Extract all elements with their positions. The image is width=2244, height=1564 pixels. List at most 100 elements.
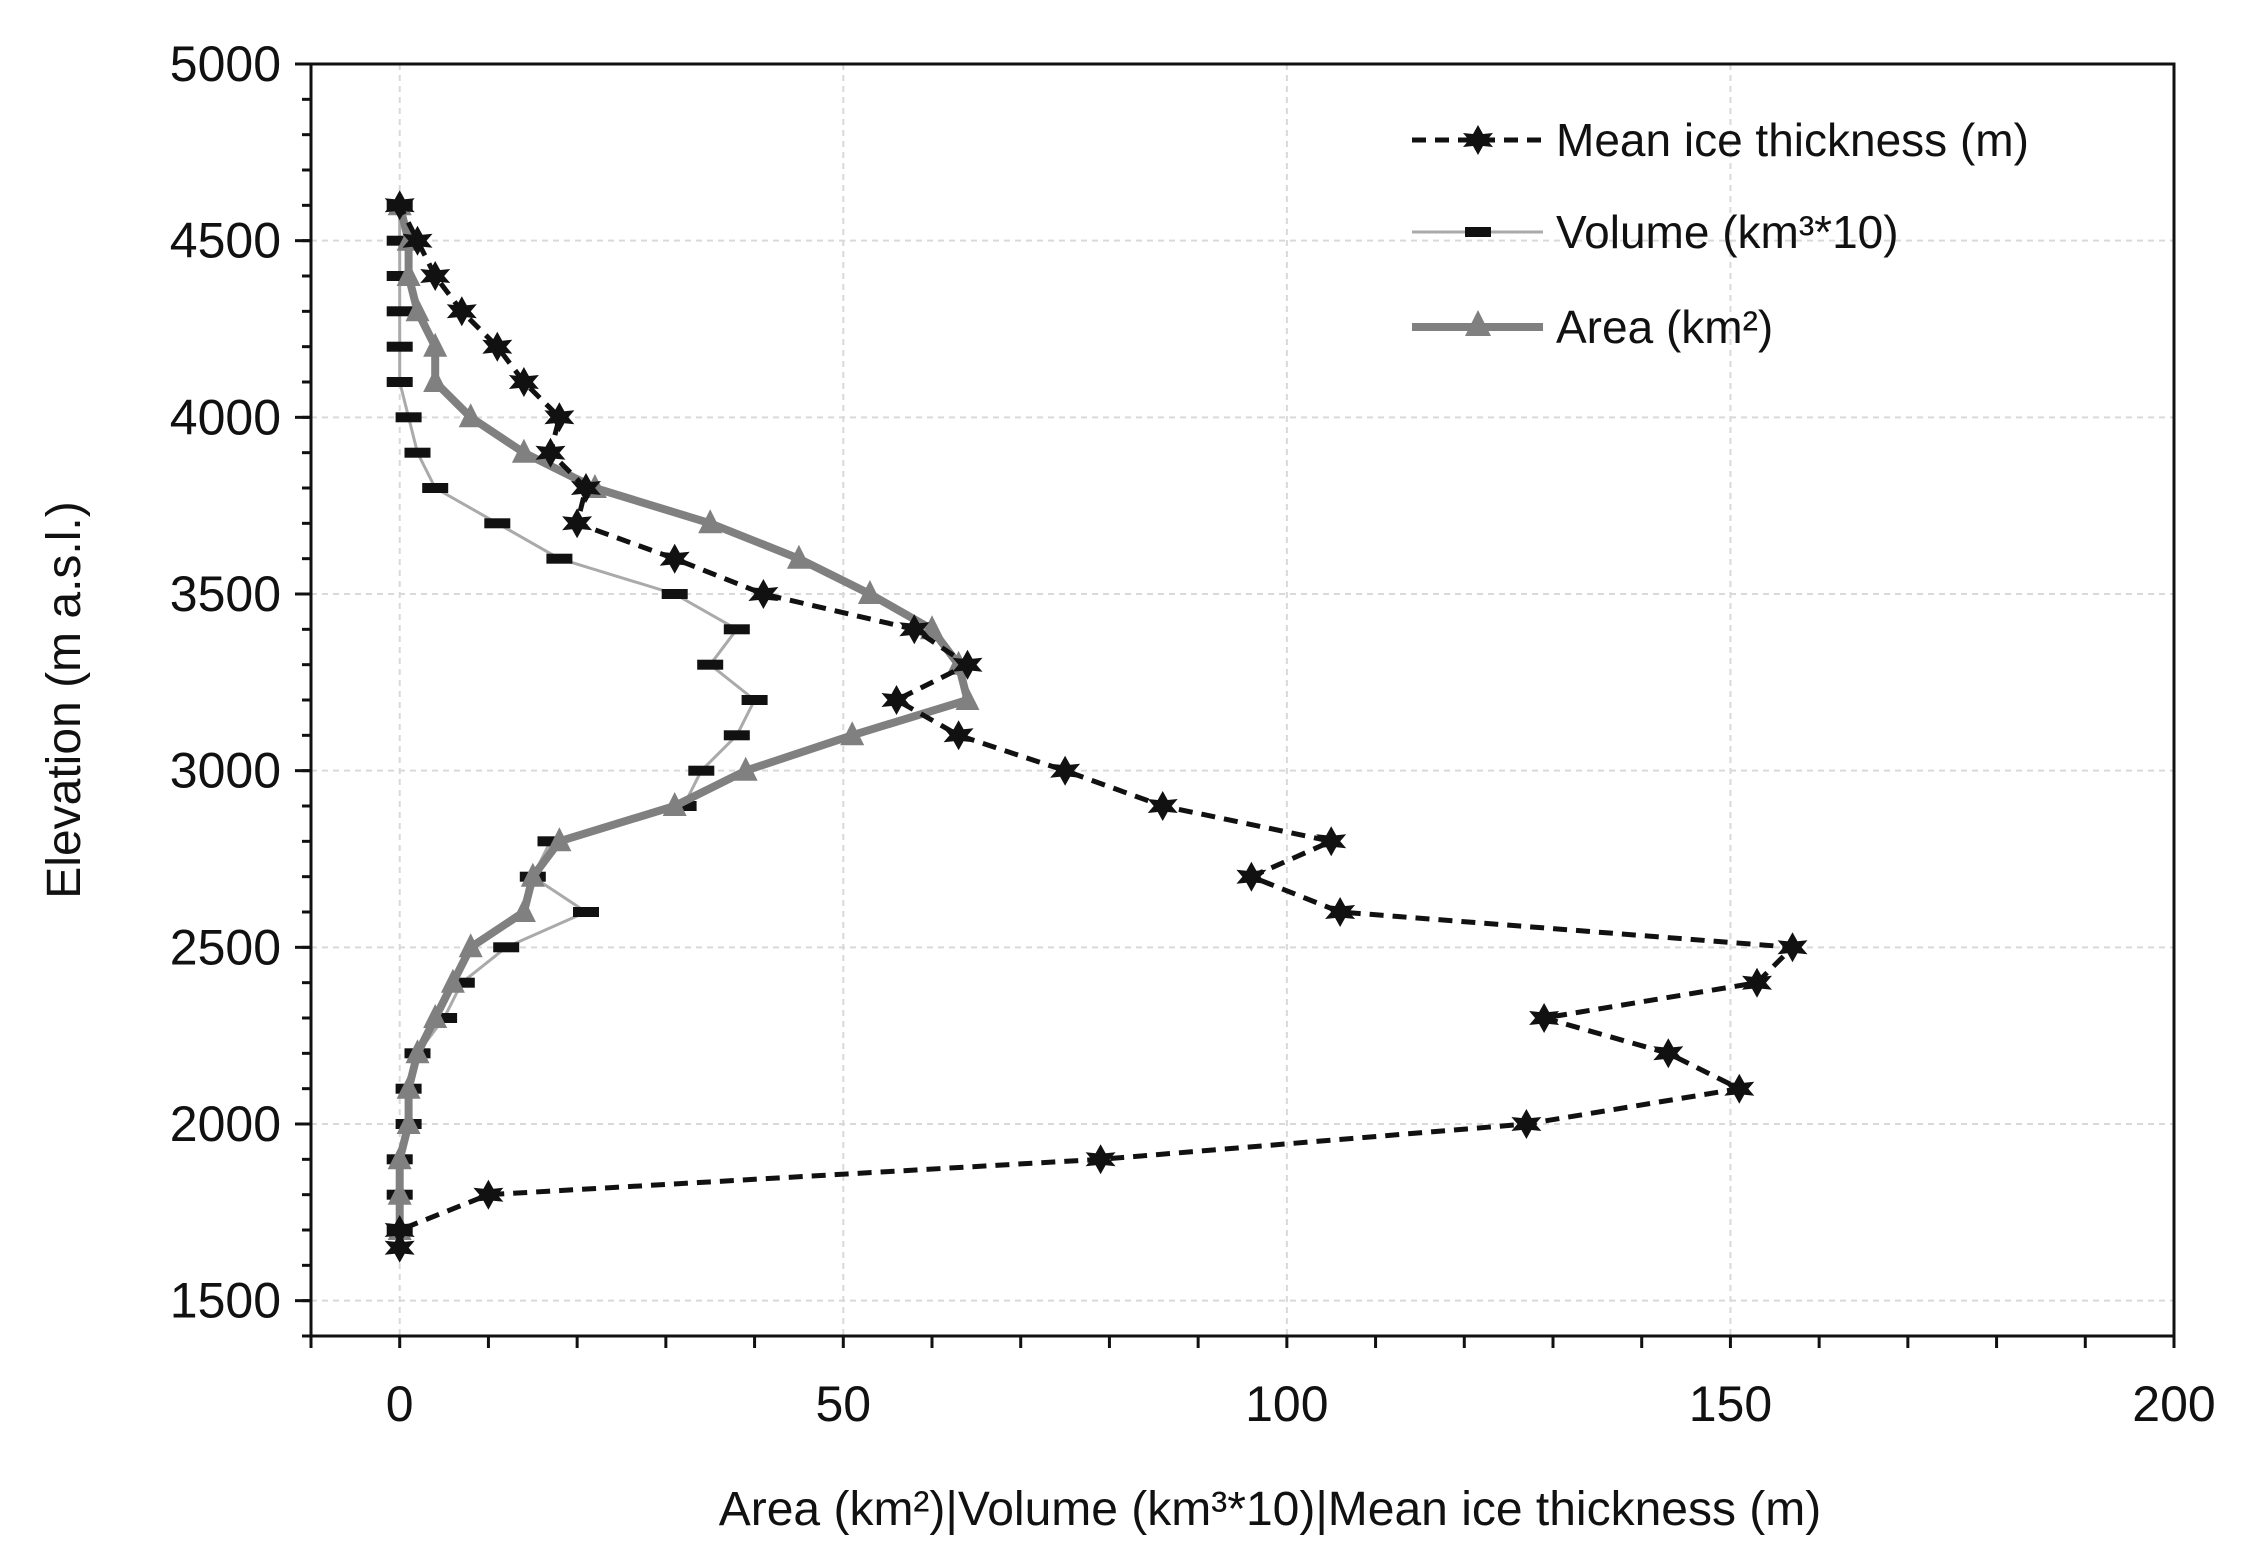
legend: Mean ice thickness (m) Volume (km³*10) A… xyxy=(1412,114,2029,353)
y-tick-label: 2500 xyxy=(170,919,281,975)
star-point xyxy=(881,685,912,715)
triangle-point xyxy=(423,368,448,392)
dash-point xyxy=(404,447,431,458)
legend-triangle-marker xyxy=(1465,310,1491,336)
dash-point xyxy=(431,1013,458,1023)
y-tick-labels: 1500 2000 2500 3000 3500 4000 4500 5000 xyxy=(170,36,281,1329)
legend-entry-area: Area (km²) xyxy=(1412,301,1773,353)
star-point xyxy=(535,437,566,468)
triangle-point xyxy=(955,686,980,710)
triangle-point xyxy=(396,1110,421,1134)
y-tick-label: 1500 xyxy=(170,1273,281,1329)
x-tick-label: 100 xyxy=(1245,1376,1328,1432)
star-point xyxy=(1653,1038,1684,1069)
star-point xyxy=(384,190,415,221)
series-layer xyxy=(384,190,1808,1263)
star-point xyxy=(943,720,974,751)
star-point xyxy=(1316,826,1347,857)
y-tick-label: 5000 xyxy=(170,36,281,92)
star-point xyxy=(402,225,433,256)
x-tick-labels: 0 50 100 150 200 xyxy=(386,1376,2216,1432)
star-point xyxy=(508,367,539,397)
star-point xyxy=(1742,967,1772,998)
triangle-point xyxy=(458,403,483,428)
x-tick-label: 200 xyxy=(2132,1376,2215,1432)
star-point xyxy=(473,1179,504,1210)
star-point xyxy=(748,579,779,609)
star-point xyxy=(1724,1073,1755,1104)
triangle-point xyxy=(387,1145,412,1170)
dash-point xyxy=(546,553,573,564)
triangle-point xyxy=(387,1180,412,1205)
dash-point xyxy=(422,483,449,493)
x-tick-label: 0 xyxy=(386,1376,414,1432)
triangle-point xyxy=(405,1039,430,1064)
dash-point xyxy=(741,695,768,705)
triangle-point xyxy=(511,438,536,463)
triangle-point xyxy=(547,827,572,852)
star-point xyxy=(1529,1003,1560,1033)
legend-entry-mean-ice-thickness: Mean ice thickness (m) xyxy=(1412,114,2029,166)
legend-star-marker xyxy=(1463,125,1493,155)
star-point xyxy=(482,331,513,362)
star-point xyxy=(899,614,930,645)
star-point xyxy=(420,261,451,291)
dash-point xyxy=(723,624,750,635)
triangle-point xyxy=(840,721,865,746)
dash-point xyxy=(484,518,511,529)
star-point xyxy=(1085,1144,1116,1175)
dash-point xyxy=(723,730,750,741)
star-point xyxy=(384,1215,415,1245)
dash-point xyxy=(688,765,715,776)
star-point xyxy=(562,508,593,539)
star-point xyxy=(1777,932,1808,963)
dash-point xyxy=(386,235,413,246)
star-point xyxy=(1147,791,1178,821)
y-tick-label: 3000 xyxy=(170,743,281,799)
y-tick-label: 3500 xyxy=(170,566,281,622)
legend-entry-volume: Volume (km³*10) xyxy=(1412,206,1899,258)
triangle-point xyxy=(396,1074,421,1099)
dash-point xyxy=(395,412,422,423)
triangle-point xyxy=(786,544,811,569)
plot-frame xyxy=(309,62,2176,1338)
triangle-point xyxy=(405,297,430,322)
dash-point xyxy=(448,977,475,988)
y-axis-label: Elevation (m a.s.l.) xyxy=(38,501,91,898)
triangle-point xyxy=(423,332,448,357)
star-point xyxy=(1050,755,1081,786)
legend-label-volume: Volume (km³*10) xyxy=(1556,206,1899,258)
dash-point xyxy=(697,659,724,670)
x-axis-label: Area (km²)|Volume (km³*10)|Mean ice thic… xyxy=(719,1483,1822,1536)
dash-point xyxy=(386,271,413,281)
dash-point xyxy=(573,907,599,917)
triangle-point xyxy=(458,933,483,958)
legend-dash-marker xyxy=(1465,227,1491,237)
triangle-point xyxy=(423,1004,448,1028)
x-tick-label: 50 xyxy=(815,1376,871,1432)
star-point xyxy=(1511,1109,1542,1139)
star-point xyxy=(952,649,983,680)
x-tick-label: 150 xyxy=(1689,1376,1772,1432)
dash-point xyxy=(386,341,413,352)
star-point xyxy=(1236,861,1267,892)
star-point xyxy=(1325,897,1356,927)
star-point xyxy=(384,1232,415,1263)
triangle-point xyxy=(698,509,723,534)
legend-label-mean-ice-thickness: Mean ice thickness (m) xyxy=(1556,114,2029,166)
dash-point xyxy=(661,589,688,599)
series-dashed-star xyxy=(384,190,1808,1263)
star-point xyxy=(544,402,575,433)
triangle-point xyxy=(520,862,545,887)
triangle-point xyxy=(857,580,882,604)
triangle-point xyxy=(440,968,465,993)
y-tick-label: 2000 xyxy=(170,1096,281,1152)
star-point xyxy=(446,296,477,327)
y-tick-label: 4500 xyxy=(170,213,281,269)
triangle-point xyxy=(733,756,758,781)
star-point xyxy=(659,543,690,574)
dash-point xyxy=(386,306,413,317)
y-tick-label: 4000 xyxy=(170,389,281,445)
